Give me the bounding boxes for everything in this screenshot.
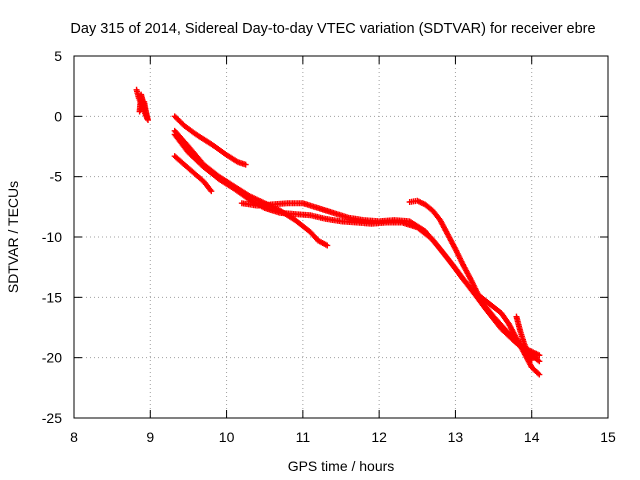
x-tick-label: 9 [146, 429, 154, 445]
ticks: 8 9 10 11 12 13 14 15 5 0 -5 -10 -15 -20 -25 [42, 48, 616, 445]
y-tick-label: -10 [42, 229, 62, 245]
y-tick-label: 5 [54, 48, 62, 64]
x-tick-label: 12 [371, 429, 387, 445]
x-tick-label: 15 [600, 429, 616, 445]
series-arc-1 [133, 86, 151, 123]
data-point [536, 358, 543, 365]
data-point [536, 352, 543, 359]
data-point [144, 115, 151, 122]
y-axis-label: SDTVAR / TECUs [5, 181, 21, 293]
y-tick-label: -20 [42, 350, 62, 366]
data-point [242, 161, 249, 168]
data-point [324, 242, 331, 249]
data-point [208, 188, 215, 195]
x-tick-label: 13 [448, 429, 464, 445]
x-axis-label: GPS time / hours [288, 458, 395, 474]
chart-title: Day 315 of 2014, Sidereal Day-to-day VTE… [70, 21, 595, 37]
series-arc-5 [171, 153, 215, 195]
series-arc-2 [171, 113, 249, 168]
y-tick-label: -5 [50, 169, 63, 185]
grid [74, 56, 608, 418]
x-tick-label: 11 [296, 429, 311, 445]
y-tick-label: 0 [54, 108, 62, 124]
data-point [528, 357, 535, 364]
data-point-fill [535, 357, 542, 364]
data-point [536, 371, 543, 378]
y-tick-label: -15 [42, 289, 62, 305]
x-tick-label: 8 [70, 429, 78, 445]
series-arc-8 [513, 313, 535, 364]
x-tick-label: 14 [524, 429, 540, 445]
series-arc-7 [406, 197, 543, 378]
data-point-fill [535, 370, 542, 377]
y-tick-label: -25 [42, 410, 62, 426]
data-layer [133, 86, 543, 378]
x-tick-label: 10 [219, 429, 235, 445]
